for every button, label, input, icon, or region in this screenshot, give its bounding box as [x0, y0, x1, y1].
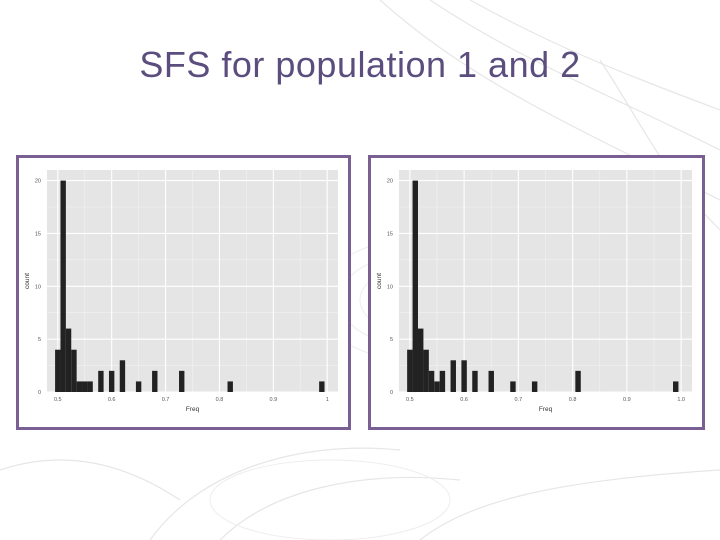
histogram-population-1: 0 5 10 15 20 0.5 0.6 0.7 0.8 0.9 1 Freq count [24, 170, 338, 413]
histogram-bar [55, 349, 61, 392]
histogram-bar [319, 381, 325, 392]
x-tick-label: 1 [326, 397, 329, 403]
histogram-bar [461, 360, 467, 392]
histogram-bar [227, 381, 233, 392]
histogram-bar [673, 381, 679, 392]
y-tick-label: 10 [387, 284, 393, 290]
x-tick-label: 0.7 [162, 397, 170, 403]
histogram-bar [407, 349, 413, 392]
histogram-bar [575, 370, 581, 392]
x-tick-label: 1.0 [677, 397, 685, 403]
histogram-bar [472, 370, 478, 392]
histogram-bar [179, 370, 185, 392]
y-tick-label: 10 [35, 284, 41, 290]
histogram-frame-population-1: 0 5 10 15 20 0.5 0.6 0.7 0.8 0.9 1 Freq count [16, 155, 351, 430]
histogram-bar [82, 381, 88, 392]
y-tick-label: 5 [390, 337, 393, 343]
x-tick-label: 0.7 [515, 397, 523, 403]
y-tick-label: 20 [35, 179, 41, 185]
histogram-bar [76, 381, 83, 392]
y-tick-label: 15 [387, 231, 393, 237]
histogram-bar [439, 370, 446, 392]
x-axis-label: Freq [186, 406, 200, 413]
histogram-bar [119, 360, 126, 392]
histogram-bar [531, 381, 538, 392]
histogram-bar [417, 328, 424, 392]
histogram-bar [65, 328, 72, 392]
histogram-bar [60, 180, 66, 392]
y-axis-label: count [24, 273, 31, 289]
histogram-bar [450, 360, 456, 392]
histogram-bar [423, 349, 429, 392]
histogram-bar [510, 381, 516, 392]
minor-gridlines [47, 170, 338, 392]
x-axis-label: Freq [539, 406, 553, 413]
y-tick-label: 5 [38, 337, 41, 343]
x-tick-label: 0.8 [216, 397, 224, 403]
y-tick-label: 0 [390, 390, 393, 396]
histogram-bar [434, 381, 440, 392]
slide-title: SFS for population 1 and 2 [139, 44, 581, 85]
histogram-bar [152, 370, 158, 392]
histogram-bar [412, 180, 418, 392]
histogram-bar [488, 370, 494, 392]
y-tick-label: 0 [38, 390, 41, 396]
major-gridlines [47, 170, 338, 393]
x-tick-label: 0.8 [569, 397, 577, 403]
histogram-bar [71, 349, 77, 392]
x-tick-label: 0.9 [270, 397, 278, 403]
y-tick-label: 20 [387, 179, 393, 185]
histogram-bar [135, 381, 142, 392]
histogram-frame-population-2: 0 5 10 15 20 0.5 0.6 0.7 0.8 0.9 1.0 Freq count [368, 155, 705, 430]
histogram-bar [428, 370, 435, 392]
minor-gridlines [399, 170, 692, 392]
histogram-bar [108, 370, 115, 392]
y-axis-label: count [376, 273, 383, 289]
y-tick-label: 15 [35, 231, 41, 237]
x-tick-label: 0.6 [460, 397, 468, 403]
histogram-bar [98, 370, 104, 392]
x-tick-label: 0.5 [406, 397, 414, 403]
x-tick-label: 0.6 [108, 397, 116, 403]
x-tick-label: 0.9 [623, 397, 631, 403]
x-tick-label: 0.5 [54, 397, 62, 403]
histogram-population-2: 0 5 10 15 20 0.5 0.6 0.7 0.8 0.9 1.0 Freq count [376, 170, 692, 413]
histogram-bar [87, 381, 93, 392]
